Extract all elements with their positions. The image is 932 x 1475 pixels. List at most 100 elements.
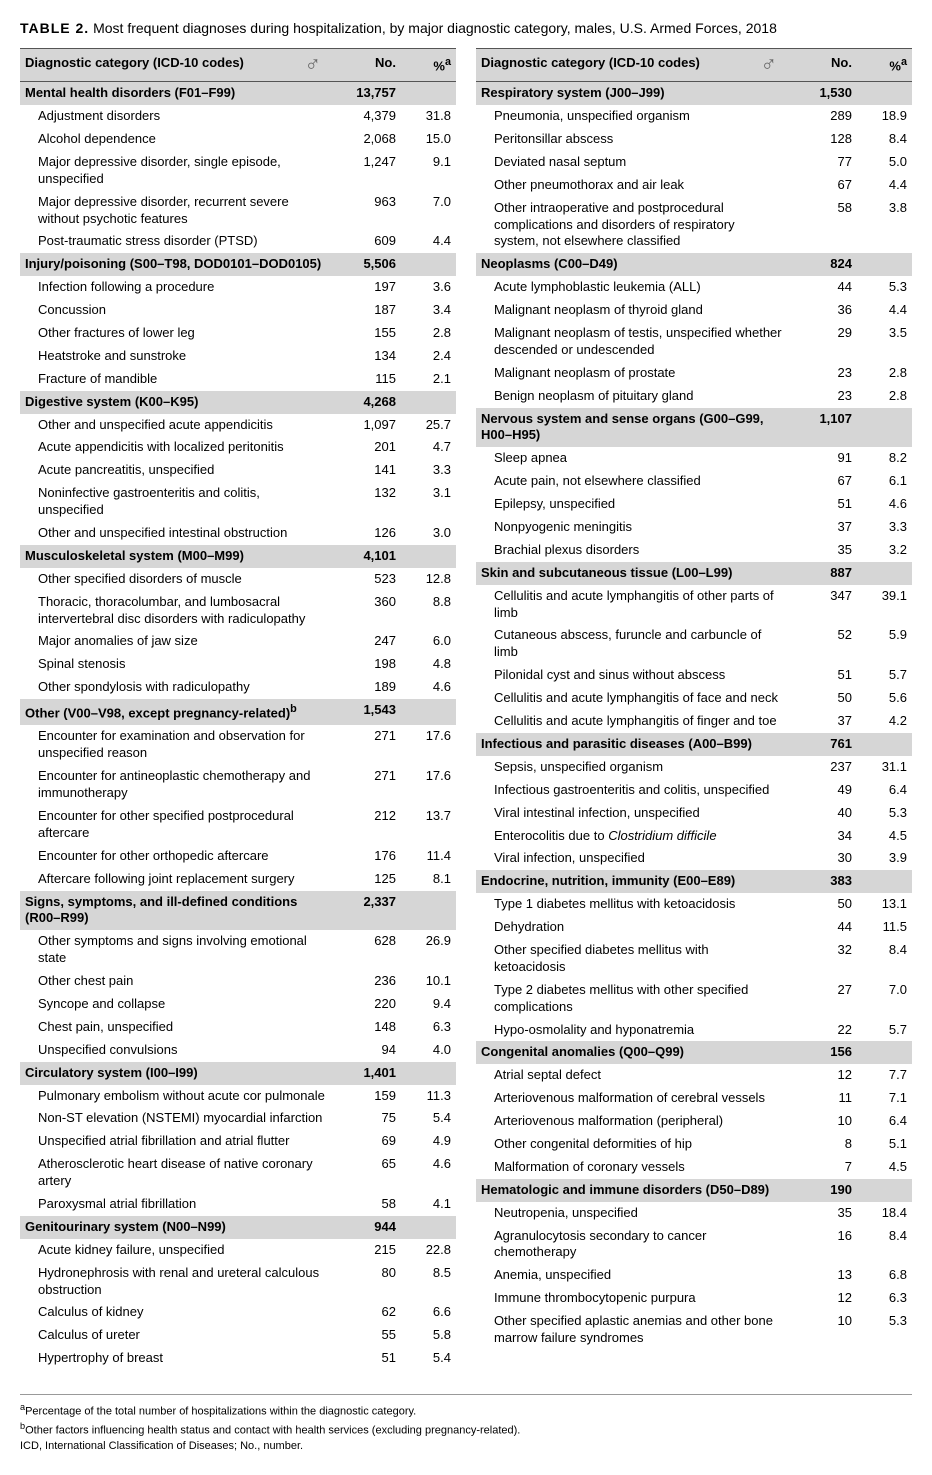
diagnosis-count: 347 [787,585,857,625]
diagnosis-pct [401,1062,456,1085]
diagnosis-count: 761 [787,733,857,756]
diagnosis-count: 23 [787,362,857,385]
diagnosis-name: Post-traumatic stress disorder (PTSD) [20,230,331,253]
diagnosis-pct: 5.3 [857,802,912,825]
diagnosis-pct: 3.3 [857,516,912,539]
table-row: Immune thrombocytopenic purpura126.3 [476,1287,912,1310]
diagnosis-count: 37 [787,710,857,733]
table-row: Other spondylosis with radiculopathy1894… [20,676,456,699]
diagnosis-name: Signs, symptoms, and ill-defined conditi… [20,891,331,931]
diagnosis-name: Acute pancreatitis, unspecified [20,459,331,482]
diagnosis-pct: 11.4 [401,845,456,868]
diagnosis-pct: 7.7 [857,1064,912,1087]
diagnosis-name: Fracture of mandible [20,368,331,391]
table-row: Noninfective gastroenteritis and colitis… [20,482,456,522]
diagnosis-count: 197 [331,276,401,299]
table-row: Other symptoms and signs involving emoti… [20,930,456,970]
diagnosis-name: Cellulitis and acute lymphangitis of oth… [476,585,787,625]
diagnosis-count: 10 [787,1310,857,1350]
table-row: Pulmonary embolism without acute cor pul… [20,1085,456,1108]
table-row: Acute appendicitis with localized perito… [20,436,456,459]
category-row: Nervous system and sense organs (G00–G99… [476,408,912,448]
diagnosis-pct: 6.3 [401,1016,456,1039]
diagnosis-name: Major depressive disorder, recurrent sev… [20,191,331,231]
right-table-head: Diagnostic category (ICD-10 codes)♂No.%a [476,49,912,82]
table-row: Syncope and collapse2209.4 [20,993,456,1016]
diagnosis-name: Unspecified atrial fibrillation and atri… [20,1130,331,1153]
table-row: Viral intestinal infection, unspecified4… [476,802,912,825]
diagnosis-count: 126 [331,522,401,545]
diagnosis-name: Other specified aplastic anemias and oth… [476,1310,787,1350]
diagnosis-pct: 4.4 [857,174,912,197]
diagnosis-count: 12 [787,1287,857,1310]
diagnosis-pct: 17.6 [401,765,456,805]
category-row: Neoplasms (C00–D49)824 [476,253,912,276]
diagnosis-name: Concussion [20,299,331,322]
table-row: Sleep apnea918.2 [476,447,912,470]
diagnosis-pct: 8.2 [857,447,912,470]
diagnosis-pct: 7.1 [857,1087,912,1110]
diagnosis-pct: 8.4 [857,939,912,979]
diagnosis-name: Injury/poisoning (S00–T98, DOD0101–DOD01… [20,253,331,276]
diagnosis-name: Encounter for examination and observatio… [20,725,331,765]
table-row: Arteriovenous malformation of cerebral v… [476,1087,912,1110]
diagnosis-name: Calculus of kidney [20,1301,331,1324]
diagnosis-count: 11 [787,1087,857,1110]
table-row: Benign neoplasm of pituitary gland232.8 [476,385,912,408]
diagnosis-count: 62 [331,1301,401,1324]
diagnosis-count: 49 [787,779,857,802]
diagnosis-count: 5,506 [331,253,401,276]
diagnosis-count: 132 [331,482,401,522]
diagnosis-count: 176 [331,845,401,868]
diagnosis-name: Endocrine, nutrition, immunity (E00–E89) [476,870,787,893]
right-table-body: Respiratory system (J00–J99)1,530Pneumon… [476,82,912,1350]
diagnosis-count: 383 [787,870,857,893]
diagnosis-name: Musculoskeletal system (M00–M99) [20,545,331,568]
diagnosis-pct: 4.0 [401,1039,456,1062]
diagnosis-name: Spinal stenosis [20,653,331,676]
diagnosis-pct: 2.8 [857,385,912,408]
diagnosis-name: Aftercare following joint replacement su… [20,868,331,891]
diagnosis-name: Circulatory system (I00–I99) [20,1062,331,1085]
diagnosis-count: 30 [787,847,857,870]
right-table: Diagnostic category (ICD-10 codes)♂No.%a… [476,48,912,1350]
diagnosis-count: 247 [331,630,401,653]
diagnosis-count: 23 [787,385,857,408]
diagnosis-count: 1,247 [331,151,401,191]
diagnosis-pct: 6.0 [401,630,456,653]
diagnosis-name: Chest pain, unspecified [20,1016,331,1039]
diagnosis-name: Respiratory system (J00–J99) [476,82,787,105]
category-row: Infectious and parasitic diseases (A00–B… [476,733,912,756]
table-row: Other congenital deformities of hip85.1 [476,1133,912,1156]
diagnosis-name: Sepsis, unspecified organism [476,756,787,779]
diagnosis-count: 40 [787,802,857,825]
diagnosis-pct: 3.2 [857,539,912,562]
table-row: Major depressive disorder, single episod… [20,151,456,191]
diagnosis-pct: 6.6 [401,1301,456,1324]
diagnosis-name: Other (V00–V98, except pregnancy-related… [20,699,331,725]
diagnosis-count: 94 [331,1039,401,1062]
header-no: No. [787,49,857,82]
diagnosis-name: Noninfective gastroenteritis and colitis… [20,482,331,522]
diagnosis-count: 609 [331,230,401,253]
diagnosis-pct: 18.9 [857,105,912,128]
diagnosis-pct [401,1216,456,1239]
table-title-text: Most frequent diagnoses during hospitali… [93,20,777,36]
table-row: Pneumonia, unspecified organism28918.9 [476,105,912,128]
diagnosis-name: Malformation of coronary vessels [476,1156,787,1179]
table-row: Enterocolitis due to Clostridium diffici… [476,825,912,848]
diagnosis-name: Encounter for other orthopedic aftercare [20,845,331,868]
diagnosis-count: 1,530 [787,82,857,105]
table-title: TABLE 2. Most frequent diagnoses during … [20,20,912,36]
diagnosis-count: 134 [331,345,401,368]
diagnosis-pct: 4.2 [857,710,912,733]
diagnosis-name: Neutropenia, unspecified [476,1202,787,1225]
table-row: Agranulocytosis secondary to cancer chem… [476,1225,912,1265]
diagnosis-count: 271 [331,765,401,805]
diagnosis-pct: 12.8 [401,568,456,591]
diagnosis-name: Cellulitis and acute lymphangitis of fin… [476,710,787,733]
diagnosis-count: 159 [331,1085,401,1108]
diagnosis-count: 2,068 [331,128,401,151]
diagnosis-count: 34 [787,825,857,848]
table-row: Cellulitis and acute lymphangitis of fin… [476,710,912,733]
